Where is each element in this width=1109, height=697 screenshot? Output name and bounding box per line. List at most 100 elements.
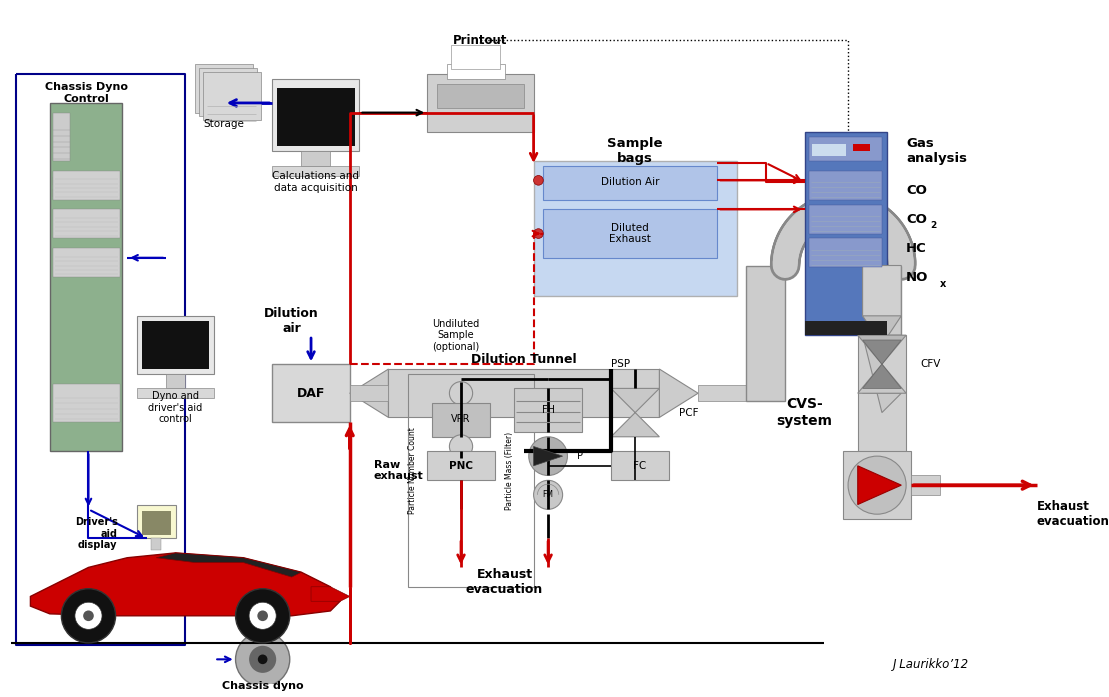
Text: VPR: VPR xyxy=(451,414,470,424)
FancyBboxPatch shape xyxy=(698,385,746,401)
Text: FM: FM xyxy=(542,490,553,499)
FancyBboxPatch shape xyxy=(388,369,660,418)
Circle shape xyxy=(250,602,276,629)
Polygon shape xyxy=(660,369,698,418)
FancyBboxPatch shape xyxy=(199,68,257,116)
Polygon shape xyxy=(857,365,906,393)
FancyBboxPatch shape xyxy=(273,365,349,422)
Text: PCF: PCF xyxy=(679,408,699,418)
FancyBboxPatch shape xyxy=(52,178,68,185)
Text: Dilution Air: Dilution Air xyxy=(601,177,660,187)
Text: x: x xyxy=(940,279,946,289)
Circle shape xyxy=(75,602,102,629)
Text: FC: FC xyxy=(633,461,647,470)
FancyBboxPatch shape xyxy=(52,383,121,422)
FancyBboxPatch shape xyxy=(857,335,906,470)
Text: CVS-
system: CVS- system xyxy=(776,397,833,428)
Text: DAF: DAF xyxy=(297,387,325,400)
FancyBboxPatch shape xyxy=(136,505,175,538)
Text: Particle Mass (Filter): Particle Mass (Filter) xyxy=(505,431,513,510)
FancyBboxPatch shape xyxy=(52,113,70,161)
Circle shape xyxy=(848,456,906,514)
Polygon shape xyxy=(311,587,349,602)
Text: CO: CO xyxy=(906,183,927,197)
Text: Particle Number Count: Particle Number Count xyxy=(408,427,417,514)
Circle shape xyxy=(257,611,268,621)
Text: Undiluted
Sample
(optional): Undiluted Sample (optional) xyxy=(433,319,480,352)
Text: HC: HC xyxy=(906,242,927,254)
Text: P: P xyxy=(577,451,583,461)
FancyBboxPatch shape xyxy=(302,151,330,166)
FancyBboxPatch shape xyxy=(810,137,882,161)
Circle shape xyxy=(235,632,289,687)
Text: 2: 2 xyxy=(930,222,937,230)
FancyBboxPatch shape xyxy=(136,388,214,398)
Polygon shape xyxy=(857,466,902,505)
Text: Sample
bags: Sample bags xyxy=(608,137,663,165)
Text: Printout: Printout xyxy=(454,33,508,47)
Text: PSP: PSP xyxy=(611,359,630,369)
FancyBboxPatch shape xyxy=(533,161,736,296)
FancyBboxPatch shape xyxy=(203,72,261,121)
FancyBboxPatch shape xyxy=(810,238,882,268)
FancyBboxPatch shape xyxy=(543,209,718,258)
Text: J Laurikko’12: J Laurikko’12 xyxy=(893,658,969,671)
Text: Exhaust
evacuation: Exhaust evacuation xyxy=(466,568,543,596)
FancyBboxPatch shape xyxy=(910,475,940,495)
Text: Dilution Tunnel: Dilution Tunnel xyxy=(471,353,577,366)
FancyBboxPatch shape xyxy=(349,385,388,401)
FancyBboxPatch shape xyxy=(136,316,214,374)
FancyBboxPatch shape xyxy=(810,171,882,200)
FancyBboxPatch shape xyxy=(543,166,718,200)
FancyBboxPatch shape xyxy=(273,79,359,151)
FancyBboxPatch shape xyxy=(273,166,359,176)
FancyBboxPatch shape xyxy=(52,248,121,277)
FancyBboxPatch shape xyxy=(427,74,533,132)
FancyBboxPatch shape xyxy=(843,451,910,519)
FancyBboxPatch shape xyxy=(151,538,161,550)
Polygon shape xyxy=(857,335,906,365)
Circle shape xyxy=(61,589,115,643)
FancyBboxPatch shape xyxy=(52,171,121,200)
FancyBboxPatch shape xyxy=(433,403,490,437)
Polygon shape xyxy=(533,447,562,466)
Text: Diluted
Exhaust: Diluted Exhaust xyxy=(610,223,651,245)
Circle shape xyxy=(529,437,568,475)
Text: Storage: Storage xyxy=(204,119,244,129)
Text: Exhaust
evacuation: Exhaust evacuation xyxy=(1037,500,1109,528)
Text: Dyno and
driver's aid
control: Dyno and driver's aid control xyxy=(149,391,203,424)
Text: CO: CO xyxy=(906,213,927,226)
FancyBboxPatch shape xyxy=(52,209,121,238)
Circle shape xyxy=(235,589,289,643)
Circle shape xyxy=(449,435,472,458)
FancyBboxPatch shape xyxy=(277,89,355,146)
Circle shape xyxy=(257,654,267,664)
FancyBboxPatch shape xyxy=(447,64,505,79)
Polygon shape xyxy=(349,369,388,418)
FancyBboxPatch shape xyxy=(810,204,882,233)
FancyBboxPatch shape xyxy=(611,451,669,480)
Circle shape xyxy=(250,646,276,673)
Polygon shape xyxy=(30,553,340,615)
Text: NO: NO xyxy=(906,270,928,284)
FancyBboxPatch shape xyxy=(166,374,185,388)
FancyBboxPatch shape xyxy=(451,45,500,69)
FancyBboxPatch shape xyxy=(863,266,902,401)
Text: Dilution
air: Dilution air xyxy=(264,307,319,335)
FancyBboxPatch shape xyxy=(804,321,887,335)
Polygon shape xyxy=(156,553,302,577)
Text: Raw
exhaust: Raw exhaust xyxy=(374,460,424,482)
Circle shape xyxy=(533,480,562,510)
Text: Chassis dyno: Chassis dyno xyxy=(222,682,304,691)
FancyBboxPatch shape xyxy=(515,388,582,432)
Polygon shape xyxy=(863,335,902,413)
FancyBboxPatch shape xyxy=(437,84,523,108)
Text: Chassis Dyno
Control: Chassis Dyno Control xyxy=(45,82,128,104)
Text: Gas
analysis: Gas analysis xyxy=(906,137,967,165)
Polygon shape xyxy=(863,340,902,365)
FancyBboxPatch shape xyxy=(142,321,210,369)
FancyBboxPatch shape xyxy=(427,451,495,480)
Polygon shape xyxy=(863,365,902,388)
Text: PNC: PNC xyxy=(449,461,474,470)
FancyBboxPatch shape xyxy=(812,144,846,156)
